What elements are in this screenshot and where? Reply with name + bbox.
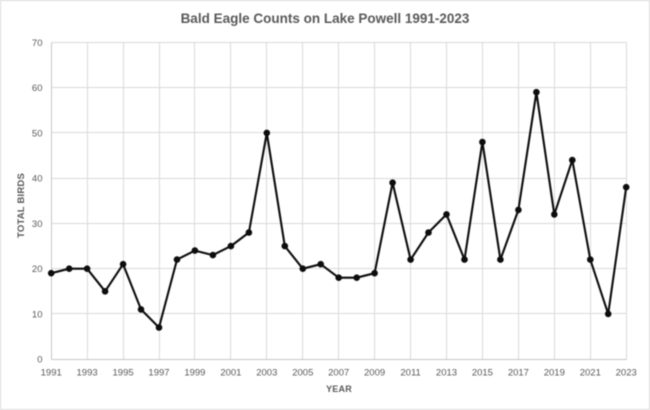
svg-text:2015: 2015 <box>472 368 493 379</box>
svg-text:50: 50 <box>32 128 43 139</box>
svg-text:1999: 1999 <box>184 368 205 379</box>
svg-text:1995: 1995 <box>113 368 134 379</box>
svg-text:2001: 2001 <box>220 368 241 379</box>
svg-text:2021: 2021 <box>580 368 601 379</box>
svg-text:1997: 1997 <box>148 368 169 379</box>
svg-text:10: 10 <box>32 309 43 320</box>
svg-text:Bald Eagle Counts on Lake Powe: Bald Eagle Counts on Lake Powell 1991-20… <box>181 11 470 26</box>
svg-text:2005: 2005 <box>292 368 313 379</box>
svg-text:1993: 1993 <box>77 368 98 379</box>
svg-text:2009: 2009 <box>364 368 385 379</box>
svg-text:2013: 2013 <box>436 368 457 379</box>
svg-text:0: 0 <box>37 355 42 366</box>
svg-text:1991: 1991 <box>41 368 62 379</box>
svg-text:20: 20 <box>32 264 43 275</box>
svg-text:2017: 2017 <box>508 368 529 379</box>
svg-text:TOTAL BIRDS: TOTAL BIRDS <box>16 173 27 238</box>
svg-text:2003: 2003 <box>256 368 277 379</box>
svg-text:30: 30 <box>32 219 43 230</box>
svg-text:2011: 2011 <box>400 368 420 379</box>
svg-text:2019: 2019 <box>544 368 565 379</box>
svg-text:2023: 2023 <box>616 368 637 379</box>
svg-text:60: 60 <box>32 83 43 94</box>
svg-text:2007: 2007 <box>328 368 349 379</box>
svg-text:40: 40 <box>32 174 43 185</box>
svg-text:70: 70 <box>32 38 43 49</box>
svg-text:YEAR: YEAR <box>326 384 352 394</box>
